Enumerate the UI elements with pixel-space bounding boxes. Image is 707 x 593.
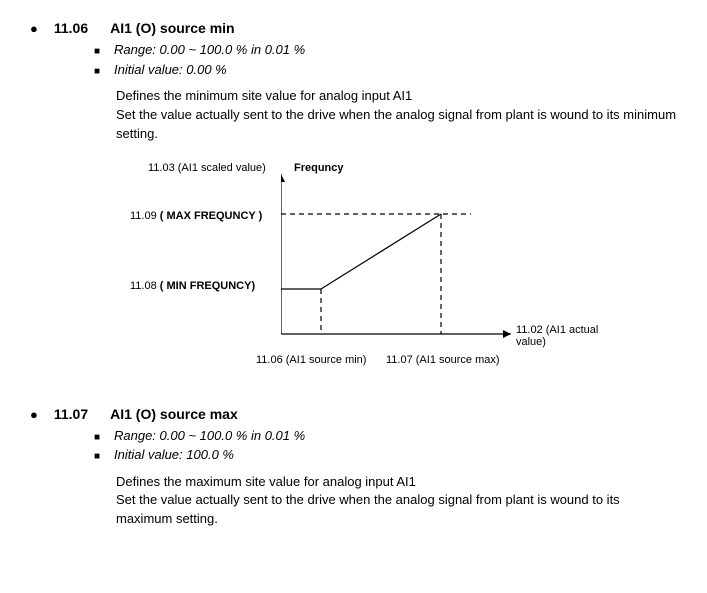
range-text: Range: 0.00 ~ 100.0 % in 0.01 % [114,40,305,60]
initial-text: Initial value: 100.0 % [114,445,234,465]
square-bullet: ■ [92,430,102,445]
initial-text: Initial value: 0.00 % [114,60,227,80]
sublist: ■ Range: 0.00 ~ 100.0 % in 0.01 % ■ Init… [92,426,677,465]
param-title: AI1 (O) source min [110,20,234,36]
range-row: ■ Range: 0.00 ~ 100.0 % in 0.01 % [92,40,677,60]
parameter-11-06: ● 11.06 AI1 (O) source min ■ Range: 0.00… [30,20,677,382]
heading-row: ● 11.06 AI1 (O) source min [30,20,677,36]
x-max-label: 11.07 (AI1 source max) [386,354,500,366]
param-number: 11.07 [54,406,88,422]
desc-line-1: Defines the minimum site value for analo… [116,87,677,106]
description: Defines the maximum site value for analo… [116,473,677,530]
param-title: AI1 (O) source max [110,406,238,422]
description: Defines the minimum site value for analo… [116,87,677,144]
desc-line-1: Defines the maximum site value for analo… [116,473,677,492]
plot-svg [281,174,531,354]
y-max-label: 11.09 ( MAX FREQUNCY ) [130,210,262,222]
square-bullet: ■ [92,449,102,464]
y-max-text: ( MAX FREQUNCY ) [160,210,262,222]
y-min-label: 11.08 ( MIN FREQUNCY) [130,280,255,292]
square-bullet: ■ [92,64,102,79]
initial-row: ■ Initial value: 100.0 % [92,445,677,465]
heading-row: ● 11.07 AI1 (O) source max [30,406,677,422]
scaling-diagram: 11.03 (AI1 scaled value) Frequncy 11.09 … [116,162,616,382]
frequency-label: Frequncy [294,162,344,174]
parameter-11-07: ● 11.07 AI1 (O) source max ■ Range: 0.00… [30,406,677,530]
bullet-disc: ● [30,408,38,421]
square-bullet: ■ [92,44,102,59]
range-row: ■ Range: 0.00 ~ 100.0 % in 0.01 % [92,426,677,446]
y-axis-top-label: 11.03 (AI1 scaled value) [148,162,266,174]
x-axis-right-label: 11.02 (AI1 actual value) [516,324,616,348]
sublist: ■ Range: 0.00 ~ 100.0 % in 0.01 % ■ Init… [92,40,677,79]
y-min-code: 11.08 [130,280,157,292]
y-min-text: ( MIN FREQUNCY) [160,280,255,292]
y-max-code: 11.09 [130,210,157,222]
desc-line-2: Set the value actually sent to the drive… [116,106,677,144]
bullet-disc: ● [30,22,38,35]
param-number: 11.06 [54,20,88,36]
desc-line-2: Set the value actually sent to the drive… [116,491,677,529]
x-min-label: 11.06 (AI1 source min) [256,354,366,366]
range-text: Range: 0.00 ~ 100.0 % in 0.01 % [114,426,305,446]
initial-row: ■ Initial value: 0.00 % [92,60,677,80]
